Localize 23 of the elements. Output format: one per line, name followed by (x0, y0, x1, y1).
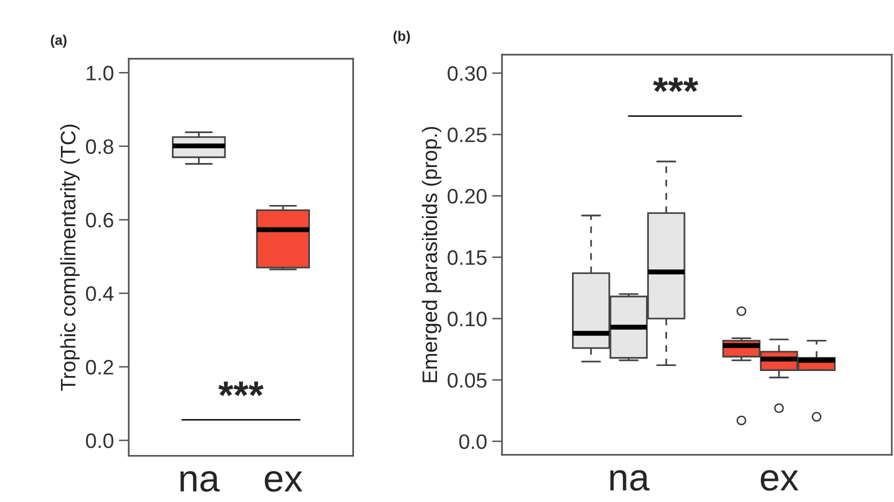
y-tick-label: 0.20 (448, 188, 487, 204)
y-tick-label: 0.8 (86, 139, 114, 154)
y-axis-title: Trophic complimentarity (TC) (60, 124, 80, 391)
chart-title: (a) (50, 34, 66, 48)
y-tick-label: 0.15 (448, 250, 487, 265)
x-tick-label: na (180, 471, 220, 492)
annotation: *** (653, 78, 698, 92)
y-axis-title: Emerged parasitoids (prop.) (422, 126, 442, 382)
y-tick-label: 0.4 (86, 286, 114, 302)
y-tick-label: 0.05 (448, 372, 487, 388)
annotation: *** (218, 382, 264, 396)
y-tick-label: 1.0 (86, 66, 114, 80)
y-tick-label: 0.2 (86, 360, 114, 375)
y-tick-label: 0.25 (448, 127, 487, 142)
text: (b) (394, 30, 410, 44)
x-tick-label: ex (760, 470, 798, 491)
y-tick-label: 0.0 (459, 434, 487, 450)
y-tick-label: 0.30 (448, 66, 487, 81)
y-tick-label: 0.0 (86, 433, 114, 448)
y-tick-label: 0.10 (448, 312, 487, 326)
y-tick-label: 0.6 (86, 212, 114, 228)
x-tick-label: na (610, 470, 650, 491)
x-tick-label: ex (264, 471, 302, 492)
